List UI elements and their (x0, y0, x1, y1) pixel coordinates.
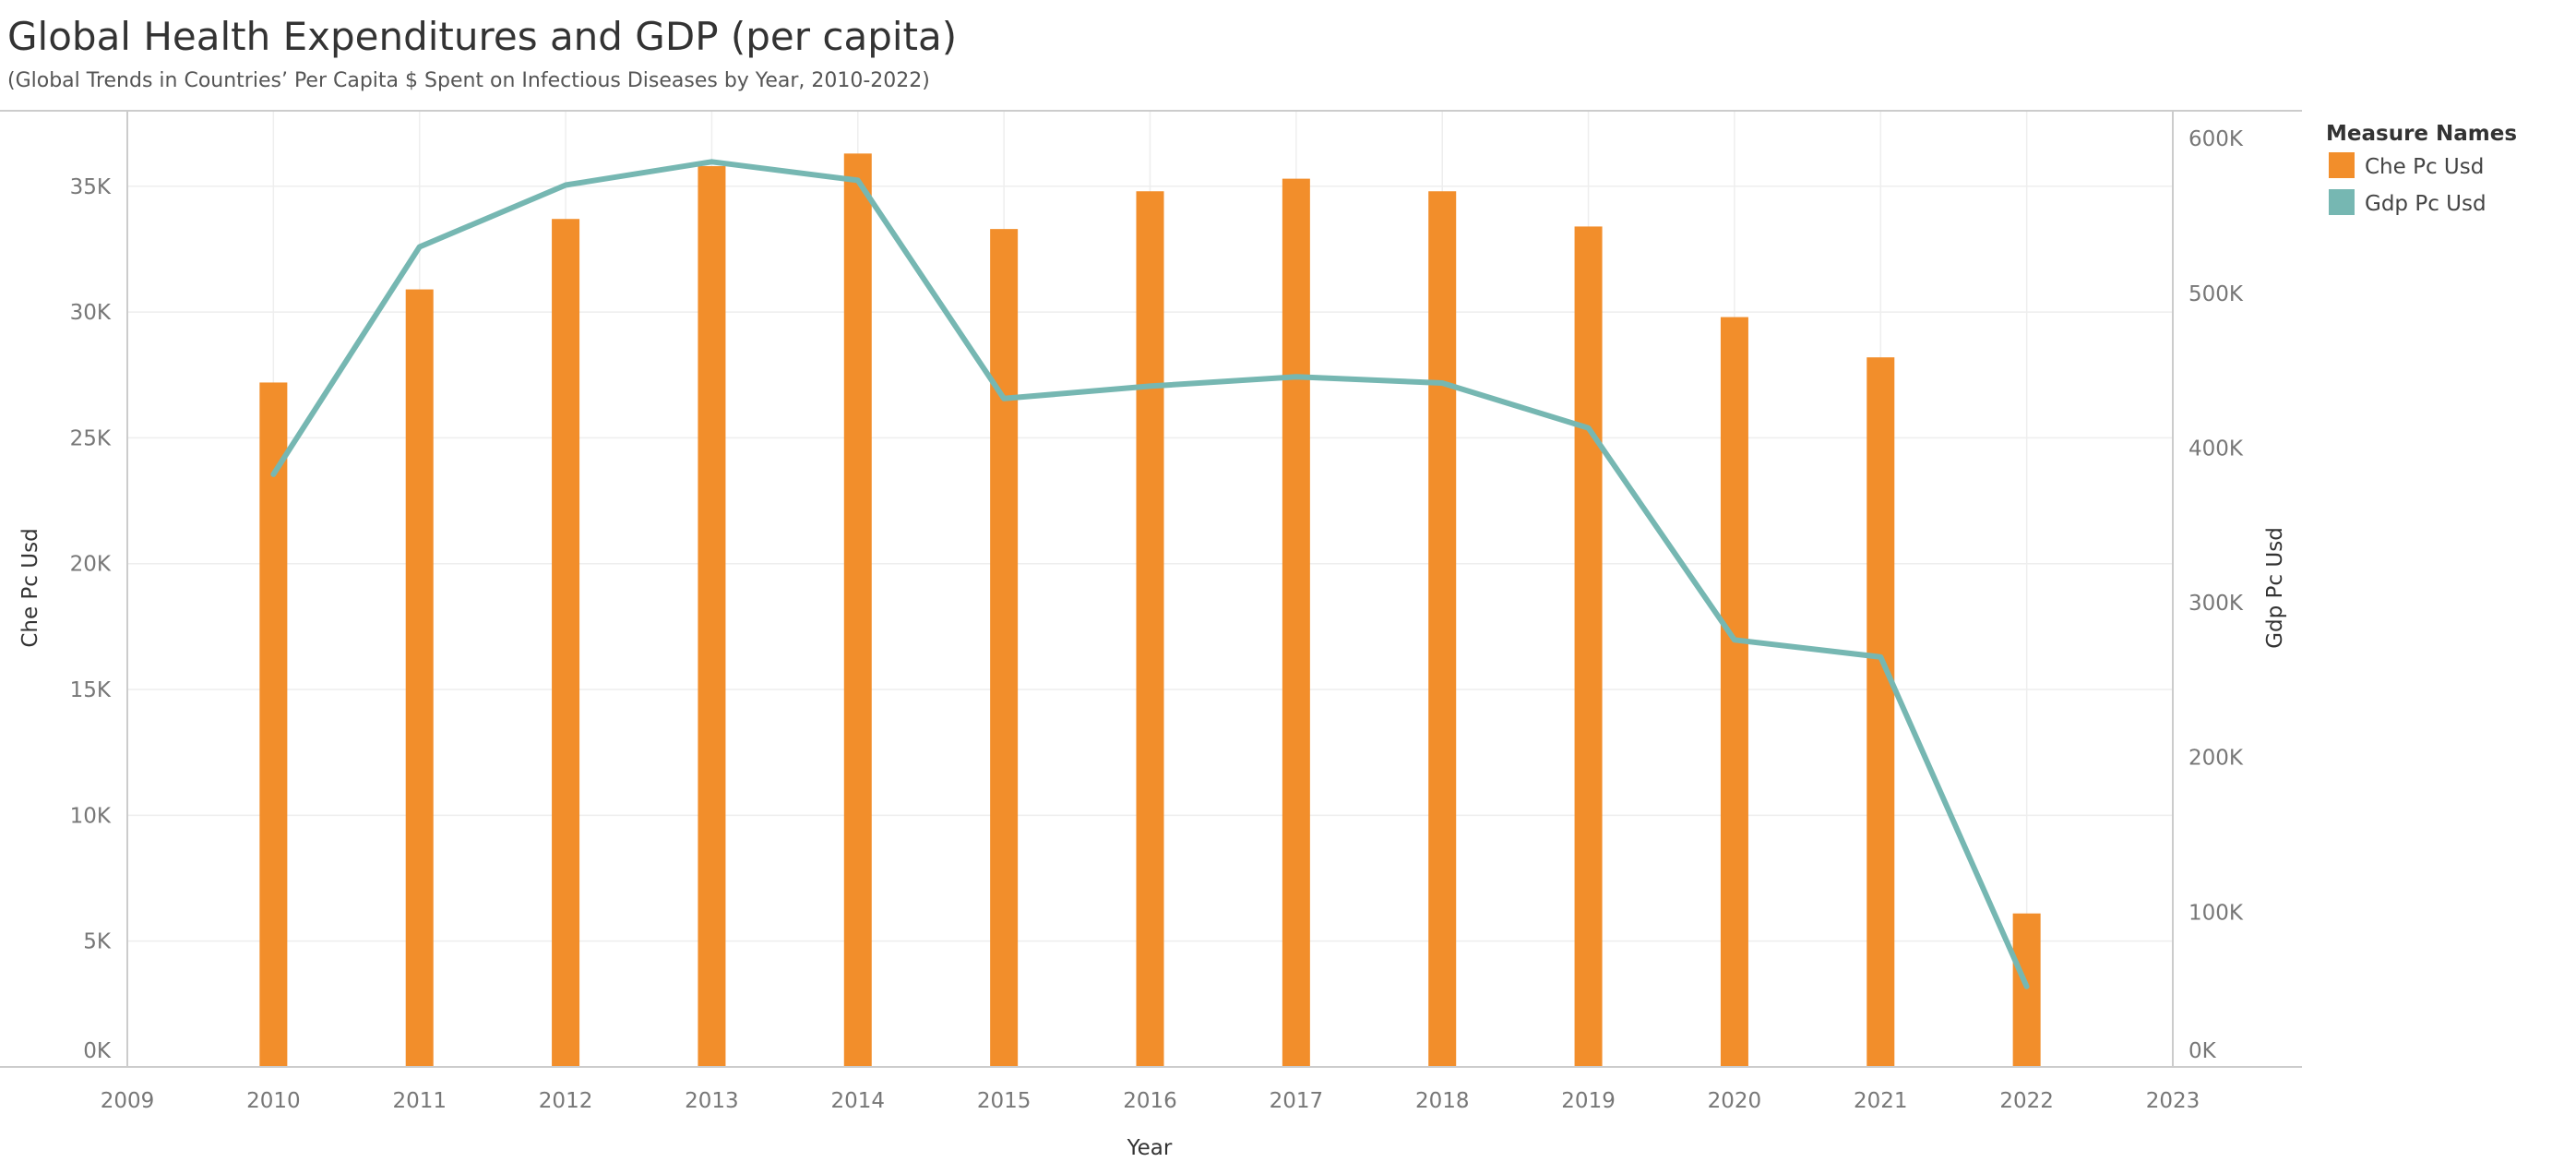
bar-che-pc-usd (405, 289, 434, 1067)
y-tick-label: 25K (70, 426, 112, 450)
bar-che-pc-usd (1574, 226, 1603, 1067)
x-tick-label: 2013 (685, 1089, 739, 1113)
x-tick-label: 2020 (1708, 1089, 1762, 1113)
y-tick-label: 30K (70, 301, 112, 325)
legend-swatch-gdp-pc-usd (2329, 189, 2355, 215)
legend-label-che-pc-usd: Che Pc Usd (2365, 155, 2484, 179)
y2-tick-label: 0K (2188, 1039, 2217, 1063)
x-tick-label: 2017 (1270, 1089, 1324, 1113)
y2-tick-label: 600K (2188, 127, 2244, 151)
y2-tick-label: 500K (2188, 282, 2244, 306)
y-tick-label: 20K (70, 553, 112, 577)
y-axis-title: Che Pc Usd (18, 528, 42, 647)
y2-tick-label: 200K (2188, 747, 2244, 771)
y-tick-label: 35K (70, 175, 112, 199)
line-layer (270, 159, 2030, 989)
x-axis-ticks: 2009 2010 2011 2012 2013 2014 2015 2016 2017 2018… (101, 1089, 2200, 1113)
x-tick-label: 2022 (1999, 1089, 2054, 1113)
x-tick-label: 2012 (539, 1089, 593, 1113)
bar-che-pc-usd (1428, 191, 1457, 1067)
legend-label-gdp-pc-usd: Gdp Pc Usd (2365, 192, 2487, 216)
legend-title: Measure Names (2326, 122, 2517, 146)
x-tick-label: 2015 (977, 1089, 1032, 1113)
y2-tick-label: 400K (2188, 437, 2244, 461)
bar-che-pc-usd (1282, 178, 1310, 1067)
chart-subtitle: (Global Trends in Countries’ Per Capita … (7, 69, 930, 92)
y2-tick-label: 300K (2188, 592, 2244, 616)
y-tick-label: 10K (70, 804, 112, 828)
x-tick-label: 2018 (1415, 1089, 1470, 1113)
x-tick-label: 2014 (831, 1089, 886, 1113)
right-axis-ticks: 0K 100K 200K 300K 400K 500K 600K (2188, 127, 2244, 1063)
bar-che-pc-usd (552, 219, 580, 1068)
x-tick-label: 2019 (1561, 1089, 1616, 1113)
x-tick-label: 2023 (2146, 1089, 2200, 1113)
y-tick-label: 15K (70, 678, 112, 702)
bar-layer (259, 153, 2041, 1068)
y2-tick-label: 100K (2188, 901, 2244, 925)
bar-che-pc-usd (259, 382, 288, 1067)
bar-che-pc-usd (1720, 317, 1748, 1068)
legend: Measure Names Che Pc Usd Gdp Pc Usd (2326, 122, 2517, 216)
y-tick-label: 5K (83, 930, 112, 954)
chart-title: Global Health Expenditures and GDP (per … (7, 14, 957, 59)
y-tick-label: 0K (83, 1039, 112, 1063)
x-tick-label: 2016 (1123, 1089, 1177, 1113)
bar-che-pc-usd (990, 229, 1019, 1067)
line-gdp-pc-usd (270, 159, 2030, 989)
bar-che-pc-usd (698, 165, 726, 1067)
left-axis-ticks: 0K 5K 10K 15K 20K 25K 30K 35K (70, 175, 112, 1063)
x-tick-label: 2021 (1854, 1089, 1908, 1113)
bar-che-pc-usd (1866, 357, 1895, 1067)
legend-swatch-che-pc-usd (2329, 152, 2355, 178)
bar-che-pc-usd (1136, 191, 1164, 1067)
bar-che-pc-usd (2012, 913, 2041, 1067)
x-axis-title: Year (1127, 1136, 1173, 1160)
bar-che-pc-usd (843, 153, 872, 1068)
y2-axis-title: Gdp Pc Usd (2263, 527, 2287, 649)
frame-layer (0, 110, 2302, 1068)
x-tick-label: 2011 (392, 1089, 447, 1113)
x-tick-label: 2010 (246, 1089, 301, 1113)
x-tick-label: 2009 (101, 1089, 155, 1113)
